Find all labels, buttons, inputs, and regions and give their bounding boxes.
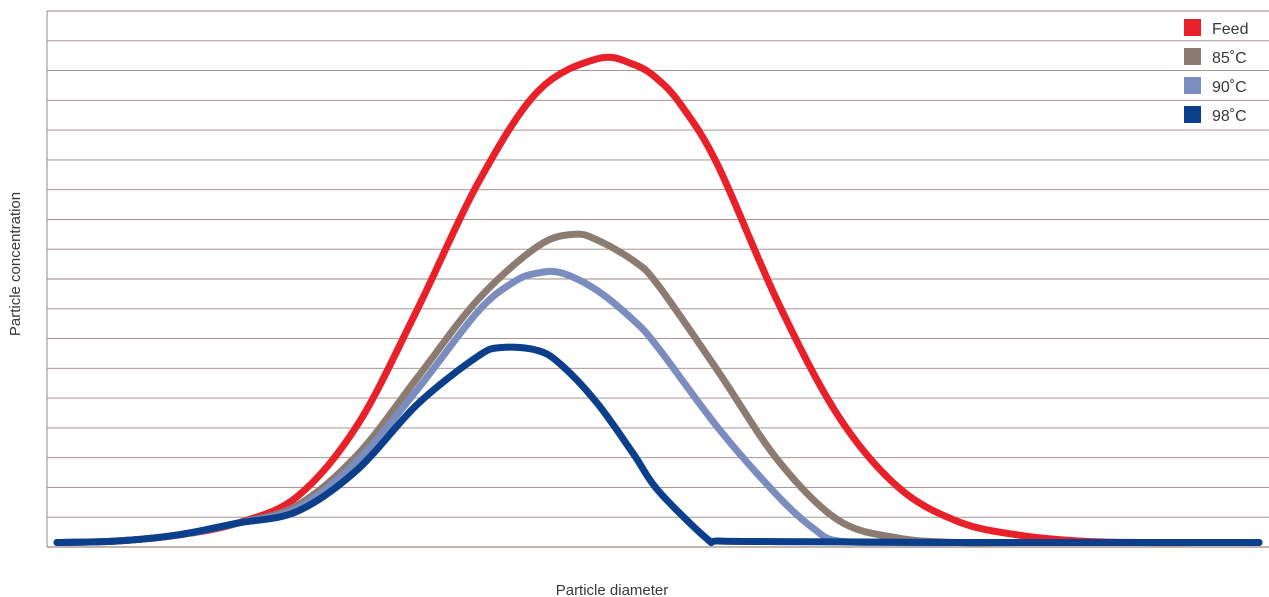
legend-swatch bbox=[1184, 48, 1201, 65]
series-line-1 bbox=[53, 230, 1263, 547]
series-line-2 bbox=[53, 267, 1263, 547]
legend-label: 90˚C bbox=[1212, 79, 1247, 96]
legend-label: 98˚C bbox=[1212, 108, 1247, 125]
grid-lines bbox=[46, 10, 1269, 548]
legend-swatch bbox=[1184, 77, 1201, 94]
series-line-3 bbox=[53, 343, 1263, 547]
legend: Feed 85˚C 90˚C 98˚C bbox=[1184, 19, 1248, 125]
legend-label: 85˚C bbox=[1212, 50, 1247, 67]
x-axis-title: Particle diameter bbox=[556, 582, 669, 597]
series-lines bbox=[53, 53, 1263, 547]
legend-swatch bbox=[1184, 106, 1201, 123]
legend-swatch bbox=[1184, 19, 1201, 36]
series-line-0 bbox=[53, 53, 1263, 547]
y-axis-title: Particle concentration bbox=[7, 192, 24, 336]
legend-label: Feed bbox=[1212, 21, 1248, 38]
